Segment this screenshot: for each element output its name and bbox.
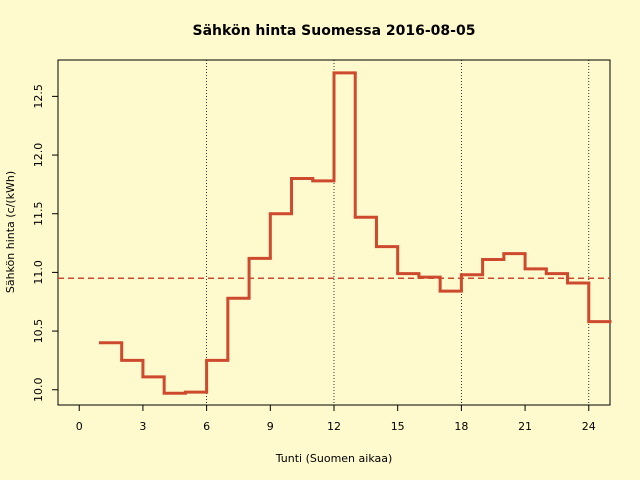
chart-title: Sähkön hinta Suomessa 2016-08-05	[193, 23, 476, 39]
x-tick-label: 18	[454, 420, 468, 433]
x-axis-label: Tunti (Suomen aikaa)	[275, 452, 393, 465]
y-tick-label: 12.0	[32, 143, 45, 168]
y-tick-label: 10.5	[32, 319, 45, 344]
y-tick-label: 12.5	[32, 84, 45, 109]
y-tick-label: 10.0	[32, 377, 45, 402]
x-tick-label: 0	[76, 420, 83, 433]
x-tick-label: 12	[327, 420, 341, 433]
step-riser	[120, 72, 591, 394]
x-tick-label: 3	[139, 420, 146, 433]
x-tick-label: 9	[267, 420, 274, 433]
x-tick-label: 15	[391, 420, 405, 433]
x-tick-label: 21	[518, 420, 532, 433]
y-tick-label: 11.5	[32, 201, 45, 226]
y-axis-label: Sähkön hinta (c/(kWh)	[4, 171, 17, 293]
y-tick-label: 11.0	[32, 260, 45, 285]
x-tick-label: 24	[582, 420, 596, 433]
x-tick-label: 6	[203, 420, 210, 433]
